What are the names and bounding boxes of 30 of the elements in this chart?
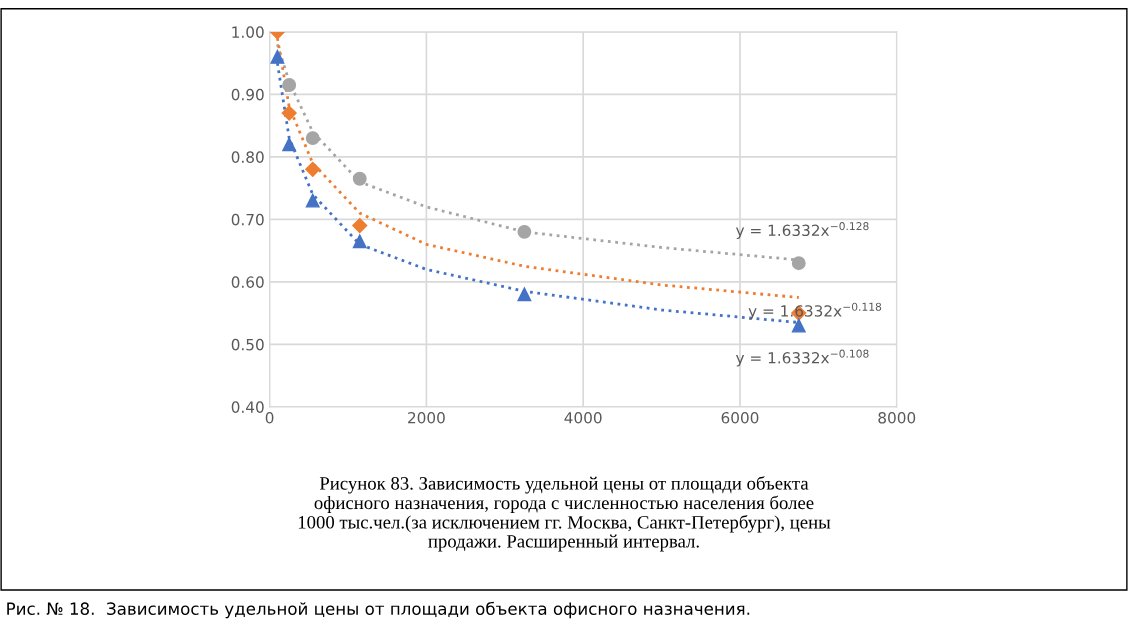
y-tick-label: 0.40: [231, 401, 264, 413]
point: [352, 171, 367, 186]
point: [352, 234, 367, 249]
point: [270, 49, 285, 64]
x-tick-label: 0: [265, 412, 274, 424]
y-tick-label: 1.00: [232, 26, 264, 38]
y-tick-label: 0.70: [231, 213, 264, 226]
text: Рис. № 18. Зависимость удельной цены от площади объекта офисного назначения.: [7, 601, 750, 619]
point: [517, 224, 532, 239]
point: [305, 193, 320, 208]
y-tick-label: 0.60: [231, 276, 264, 288]
annotation: y = 1.6332x$^{−0.128}$: [735, 222, 869, 240]
annotation: y = 1.6332x$^{−0.108}$: [735, 349, 869, 367]
point: [305, 161, 321, 177]
point: [282, 78, 297, 92]
x-tick-label: 8000: [878, 412, 916, 424]
point: [517, 287, 532, 302]
y-tick-label: 0.90: [231, 88, 264, 101]
point: [282, 137, 297, 152]
point: [281, 105, 297, 121]
x-tick-label: 4000: [564, 412, 602, 424]
x-tick-label: 2000: [408, 412, 445, 424]
y-tick-label: 0.80: [231, 151, 264, 163]
text: Рисунок 83. Зависимость удельной цены от площади объекта офисного назначения, города с численностью населения более 1000 тыс.чел.(за исключением гг. Москва, Санкт-Петербург), цены продажи. Расширенный интервал.: [298, 476, 831, 552]
point: [791, 256, 806, 271]
point: [352, 218, 368, 234]
point: [305, 131, 320, 146]
x-tick-label: 6000: [721, 412, 759, 424]
y-tick-label: 0.50: [231, 338, 264, 351]
point: [791, 318, 806, 333]
